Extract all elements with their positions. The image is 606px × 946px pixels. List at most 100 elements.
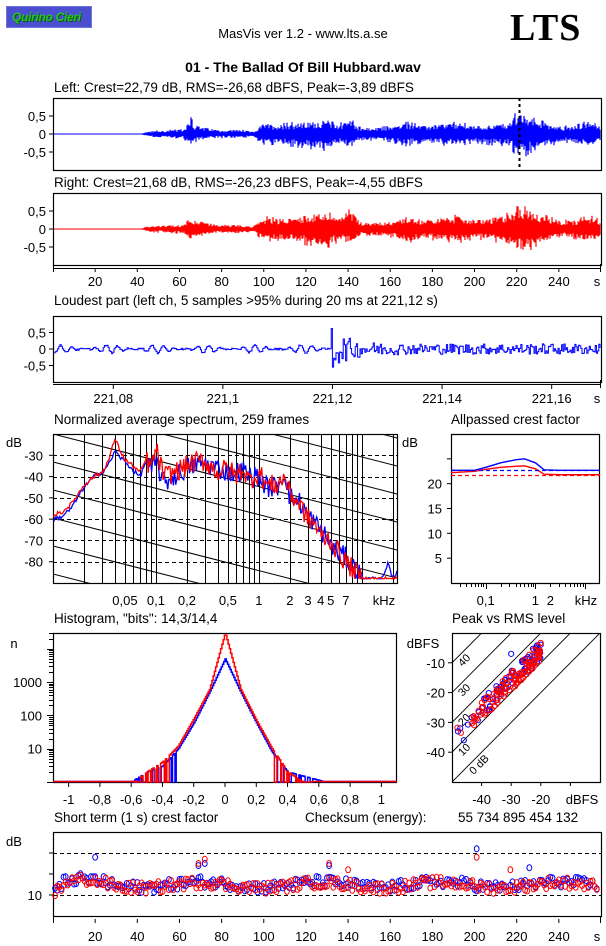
- short-crest-right-point: [524, 887, 531, 895]
- peak-rms-right-point: [530, 660, 538, 667]
- histogram-xtick-label: -0,4: [151, 792, 173, 807]
- short-crest-right-point: [437, 874, 444, 882]
- short-crest-right-point: [543, 885, 550, 893]
- short-crest-right-point: [104, 884, 111, 892]
- spectrum-right-line: [53, 437, 397, 581]
- short-crest-right-point: [324, 882, 330, 890]
- short-crest-xtick-label: 120: [295, 929, 317, 944]
- short-crest-right-point: [252, 886, 259, 894]
- short-crest-right-point: [326, 860, 333, 867]
- spectrum-xtick-label: 0,5: [219, 593, 237, 608]
- peak-rms-left-point: [489, 696, 497, 703]
- allpassed-xtick-label: 0,1: [477, 593, 495, 608]
- short-crest-right-point: [239, 881, 246, 889]
- allpassed-xtick-label: 2: [547, 593, 554, 608]
- short-crest-left-point: [315, 873, 322, 881]
- crest-reference-label: 40: [456, 652, 473, 669]
- short-crest-right-point: [250, 880, 257, 888]
- short-crest-right-point: [222, 885, 229, 893]
- loudest-xtick-label: 221,16: [532, 391, 572, 406]
- checksum-value: 55 734 895 454 132: [458, 810, 579, 825]
- spectrum-xtick-label: 1: [255, 593, 262, 608]
- peak-rms-ytick-label: -40: [426, 745, 445, 760]
- right-waveform-title: Right: Crest=21,68 dB, RMS=-26,23 dBFS, …: [54, 175, 423, 190]
- short-crest-right-point: [509, 883, 516, 891]
- time-axis-label: 160: [379, 274, 401, 289]
- histogram-ytick-label: 100: [20, 708, 42, 723]
- peak-rms-right-point: [489, 699, 496, 706]
- right-waveform-signal: [53, 206, 601, 250]
- short-crest-right-point: [511, 888, 518, 896]
- short-crest-right-point: [545, 874, 552, 882]
- spectrum-slope-line: [53, 686, 397, 774]
- peak-rms-xtick-label: -40: [472, 792, 491, 807]
- spectrum-frame: [52, 433, 399, 585]
- peak-rms-x-unit: dBFS: [566, 792, 599, 807]
- short-crest-right-point: [168, 876, 174, 884]
- short-crest-right-point: [273, 888, 280, 896]
- crest-reference-label: 10: [456, 742, 473, 759]
- peak-rms-right-point: [479, 703, 487, 710]
- peak-rms-right-point: [482, 709, 489, 716]
- histogram-xtick-label: -1: [63, 792, 75, 807]
- loudest-xtick-label: 221,14: [422, 391, 462, 406]
- peak-rms-right-point: [536, 654, 543, 661]
- allpassed-ytick-label: 5: [435, 551, 442, 566]
- short-crest-right-point: [288, 877, 295, 885]
- peak-rms-right-point: [527, 660, 535, 668]
- histogram-left-line: [53, 658, 397, 783]
- short-crest-right-point: [100, 881, 107, 889]
- short-crest-left-point: [201, 860, 208, 867]
- spectrum-ytick-label: -30: [24, 448, 43, 463]
- crest-reference-label: 0 dB: [467, 753, 491, 777]
- short-crest-right-point: [501, 881, 507, 889]
- peak-rms-right-point: [454, 724, 461, 731]
- peak-rms-right-point: [493, 687, 500, 694]
- right-ytick-label: -0,5: [24, 240, 46, 255]
- short-crest-right-point: [507, 866, 514, 874]
- peak-rms-right-point: [507, 673, 514, 680]
- short-crest-right-point: [347, 876, 354, 884]
- spectrum-title: Normalized average spectrum, 259 frames: [54, 412, 310, 427]
- loudest-xtick-label: 221,08: [93, 391, 133, 406]
- time-axis-label: 100: [253, 274, 275, 289]
- peak-rms-right-point: [512, 676, 519, 683]
- spectrum-slope-line: [53, 573, 91, 583]
- short-crest-xtick-label: 200: [464, 929, 486, 944]
- allpassed-ytick-label: 10: [428, 526, 442, 541]
- short-crest-xtick-label: 140: [337, 929, 359, 944]
- histogram-xtick-label: 0,4: [279, 792, 297, 807]
- histogram-xtick-label: -0,8: [89, 792, 111, 807]
- short-crest-right-point: [387, 886, 394, 894]
- short-crest-right-point: [406, 879, 413, 887]
- spectrum-series: [53, 437, 397, 581]
- peak-rms-right-point: [504, 679, 511, 687]
- histogram-right-line: [53, 634, 397, 783]
- spectrum-xtick-label: 4: [317, 593, 324, 608]
- time-axis-label: 180: [422, 274, 444, 289]
- spectrum-xtick-label: 5: [327, 593, 334, 608]
- short-crest-right-point: [345, 866, 351, 874]
- peak-rms-right-point: [519, 671, 526, 678]
- allpassed-title: Allpassed crest factor: [451, 412, 581, 427]
- short-crest-right-point: [330, 883, 337, 891]
- short-crest-right-point: [499, 881, 505, 889]
- short-crest-right-point: [475, 886, 482, 894]
- spectrum-slope-line: [53, 630, 397, 718]
- spectrum-xtick-label: 0,1: [147, 593, 165, 608]
- peak-rms-title: Peak vs RMS level: [452, 611, 566, 626]
- spectrum-ytick-label: -70: [24, 533, 43, 548]
- peak-rms-frame: [451, 632, 602, 784]
- peak-rms-right-point: [497, 687, 505, 694]
- short-crest-xtick-label: 240: [548, 929, 570, 944]
- crest-reference-line: [452, 633, 542, 723]
- short-crest-ytick-label: 10: [28, 888, 42, 903]
- left-ytick-label: -0,5: [24, 145, 46, 160]
- spectrum-slope-line: [53, 545, 200, 583]
- allpassed-ytick-label: 15: [428, 502, 442, 517]
- short-crest-right-point: [201, 855, 208, 863]
- short-crest-left-point: [62, 873, 69, 881]
- short-crest-right-point: [376, 889, 383, 897]
- spectrum-slope-line: [53, 489, 397, 579]
